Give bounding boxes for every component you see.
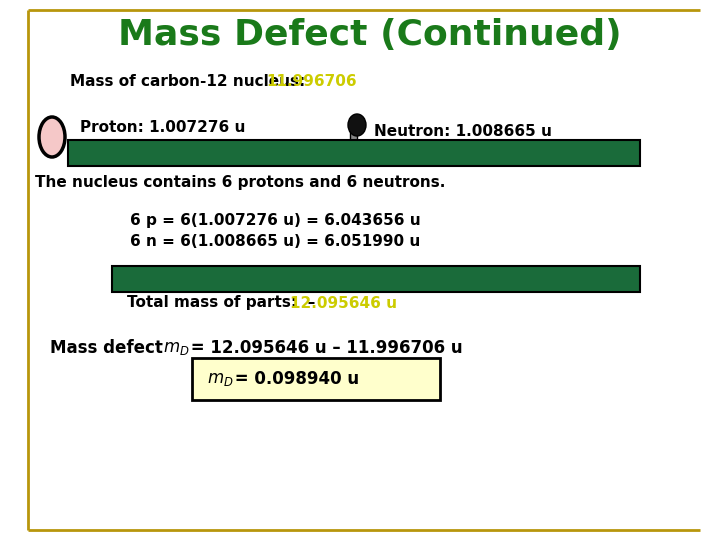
Text: Neutron: 1.008665 u: Neutron: 1.008665 u <box>374 125 552 139</box>
Text: $m_D$: $m_D$ <box>163 339 189 357</box>
Text: 12.095646 u: 12.095646 u <box>290 295 397 310</box>
Ellipse shape <box>39 117 65 157</box>
Text: Proton: 1.007276 u: Proton: 1.007276 u <box>80 120 246 136</box>
Text: = 12.095646 u – 11.996706 u: = 12.095646 u – 11.996706 u <box>185 339 463 357</box>
Bar <box>350 130 357 152</box>
Text: 6 n = 6(1.008665 u) = 6.051990 u: 6 n = 6(1.008665 u) = 6.051990 u <box>130 234 420 249</box>
Text: Mass defect: Mass defect <box>50 339 168 357</box>
FancyBboxPatch shape <box>112 266 640 292</box>
Text: Mass of carbon-12 nucleus:: Mass of carbon-12 nucleus: <box>70 75 310 90</box>
FancyBboxPatch shape <box>68 140 640 166</box>
Text: $m_D$: $m_D$ <box>207 370 233 388</box>
Ellipse shape <box>348 114 366 136</box>
Text: = 0.098940 u: = 0.098940 u <box>229 370 359 388</box>
FancyBboxPatch shape <box>192 358 440 400</box>
Text: 6 p = 6(1.007276 u) = 6.043656 u: 6 p = 6(1.007276 u) = 6.043656 u <box>130 213 420 227</box>
Text: The nucleus contains 6 protons and 6 neutrons.: The nucleus contains 6 protons and 6 neu… <box>35 176 446 191</box>
Text: 11.996706: 11.996706 <box>266 75 356 90</box>
Text: Mass Defect (Continued): Mass Defect (Continued) <box>118 18 622 52</box>
Text: Total mass of parts:  –: Total mass of parts: – <box>127 295 326 310</box>
